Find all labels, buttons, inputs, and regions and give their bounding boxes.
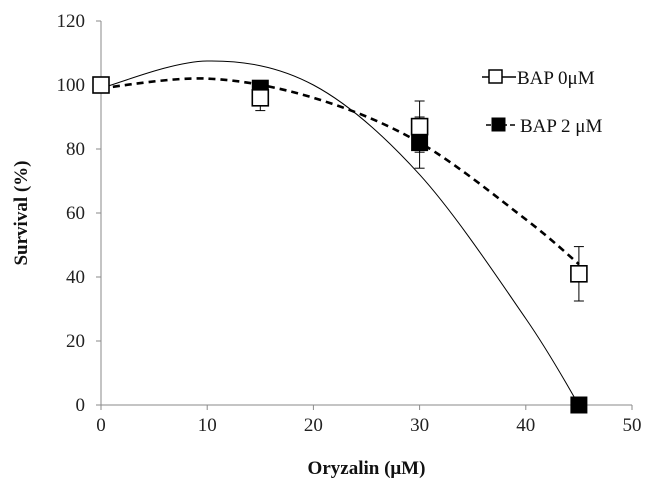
filled-square-marker <box>570 396 588 414</box>
legend-label-bap-2: BAP 2 μM <box>520 116 602 137</box>
open-square-marker <box>570 264 588 283</box>
trendlines <box>100 60 580 406</box>
legend-item-bap-0: BAP 0μM <box>482 68 595 89</box>
trendline-series-1 <box>100 77 580 266</box>
x-tick-label: 10 <box>198 415 217 436</box>
legend-item-bap-2: BAP 2 μM <box>486 116 602 137</box>
legend-open-square-icon <box>488 69 503 84</box>
y-axis-title: Survival (%) <box>11 160 32 265</box>
y-tick-labels: 0 20 40 60 80 100 120 <box>57 11 101 416</box>
y-tick-label: 40 <box>66 267 85 288</box>
x-tick-label: 50 <box>623 415 642 436</box>
legend-filled-square-icon <box>491 117 506 132</box>
error-bars <box>255 81 584 302</box>
legend-label-bap-0: BAP 0μM <box>517 68 595 89</box>
x-tick-labels: 0 10 20 30 40 50 <box>96 405 642 436</box>
x-tick-label: 20 <box>304 415 323 436</box>
y-tick-label: 120 <box>57 11 86 32</box>
y-tick-label: 100 <box>57 75 86 96</box>
y-tick-label: 0 <box>76 395 86 416</box>
data-markers <box>92 76 588 414</box>
trendline-series-0 <box>100 60 580 406</box>
y-tick-label: 60 <box>66 203 85 224</box>
x-axis-title: Oryzalin (μM) <box>308 458 426 479</box>
open-square-marker <box>410 117 429 136</box>
legend: BAP 0μM BAP 2 μM <box>482 68 602 137</box>
open-square-marker <box>251 89 270 107</box>
y-tick-label: 20 <box>66 331 85 352</box>
y-tick-label: 80 <box>66 139 85 160</box>
filled-square-marker <box>411 134 429 152</box>
x-tick-label: 30 <box>410 415 429 436</box>
x-tick-label: 0 <box>96 415 106 436</box>
open-square-marker <box>92 76 110 94</box>
x-tick-label: 40 <box>516 415 535 436</box>
